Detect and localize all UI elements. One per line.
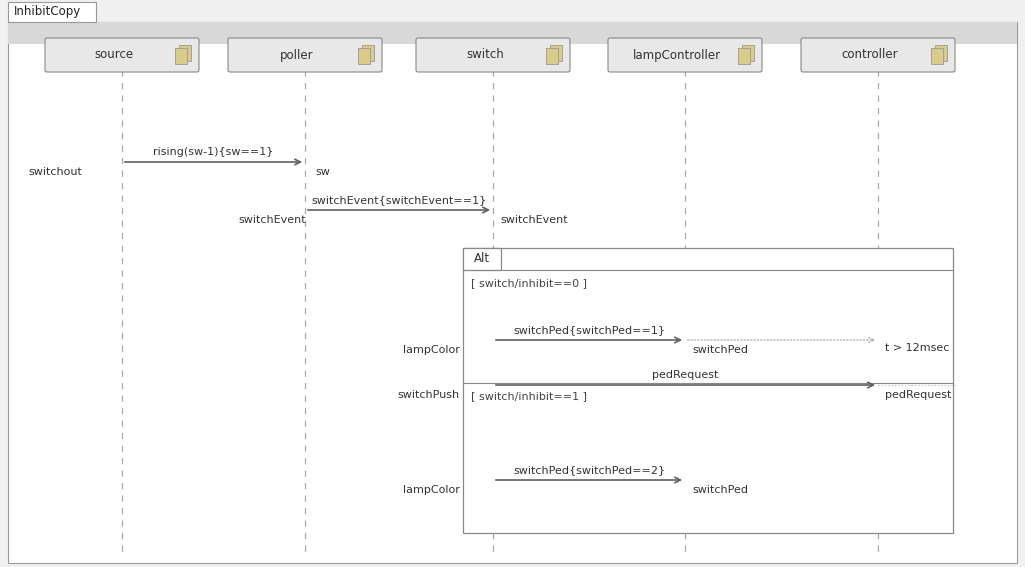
Text: t > 12msec: t > 12msec bbox=[885, 343, 949, 353]
Bar bbox=[546, 48, 558, 64]
Bar bbox=[362, 45, 374, 61]
Bar bbox=[463, 248, 953, 533]
Text: source: source bbox=[94, 49, 133, 61]
FancyBboxPatch shape bbox=[228, 38, 382, 72]
Text: lampColor: lampColor bbox=[403, 345, 460, 355]
Bar bbox=[738, 48, 750, 64]
Bar bbox=[358, 48, 370, 64]
Text: lampController: lampController bbox=[633, 49, 721, 61]
FancyBboxPatch shape bbox=[801, 38, 955, 72]
FancyBboxPatch shape bbox=[416, 38, 570, 72]
Text: controller: controller bbox=[842, 49, 898, 61]
Text: switchEvent: switchEvent bbox=[500, 215, 568, 225]
FancyBboxPatch shape bbox=[45, 38, 199, 72]
Bar bbox=[175, 48, 187, 64]
Text: sw: sw bbox=[315, 167, 330, 177]
Text: lampColor: lampColor bbox=[403, 485, 460, 495]
Bar bbox=[463, 248, 501, 270]
Text: switchPed{switchPed==1}: switchPed{switchPed==1} bbox=[512, 325, 665, 335]
Bar bbox=[742, 45, 754, 61]
Text: rising(sw-1){sw==1}: rising(sw-1){sw==1} bbox=[154, 147, 274, 157]
Text: pedRequest: pedRequest bbox=[885, 390, 951, 400]
Text: switchEvent: switchEvent bbox=[238, 215, 305, 225]
Text: [ switch/inhibit==0 ]: [ switch/inhibit==0 ] bbox=[472, 278, 587, 288]
Text: switchEvent{switchEvent==1}: switchEvent{switchEvent==1} bbox=[312, 195, 487, 205]
Bar bbox=[931, 48, 943, 64]
Bar bbox=[8, 2, 96, 22]
Text: poller: poller bbox=[280, 49, 314, 61]
Text: switchPed: switchPed bbox=[692, 345, 748, 355]
Text: switch: switch bbox=[466, 49, 504, 61]
Bar bbox=[179, 45, 191, 61]
Bar bbox=[935, 45, 947, 61]
Bar bbox=[8, 22, 1017, 44]
Text: pedRequest: pedRequest bbox=[652, 370, 719, 380]
Text: switchPush: switchPush bbox=[398, 390, 460, 400]
Text: switchPed: switchPed bbox=[692, 485, 748, 495]
FancyBboxPatch shape bbox=[608, 38, 762, 72]
Bar bbox=[550, 45, 562, 61]
Text: Alt: Alt bbox=[474, 252, 490, 265]
Text: [ switch/inhibit==1 ]: [ switch/inhibit==1 ] bbox=[472, 391, 587, 401]
Text: switchout: switchout bbox=[28, 167, 82, 177]
Text: InhibitCopy: InhibitCopy bbox=[14, 6, 81, 19]
Text: switchPed{switchPed==2}: switchPed{switchPed==2} bbox=[512, 465, 665, 475]
